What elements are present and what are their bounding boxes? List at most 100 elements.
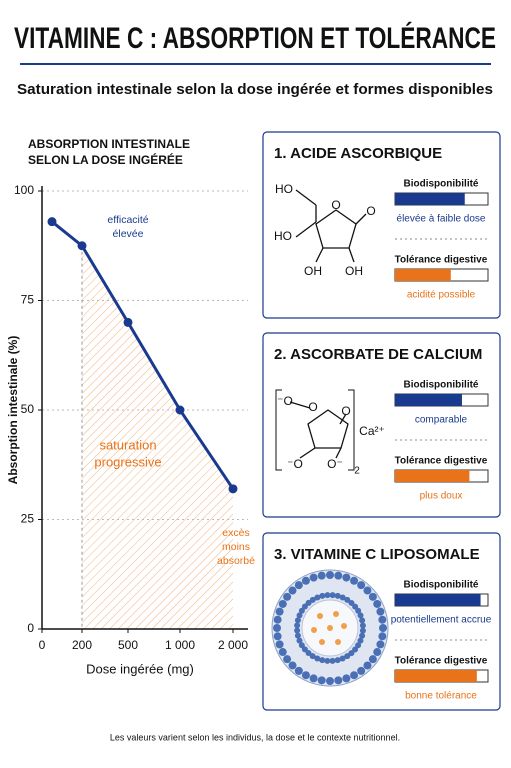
lipid-head (298, 607, 305, 614)
lipid-head (376, 640, 385, 649)
lipid-head (324, 592, 331, 599)
bond (339, 413, 347, 425)
lipid-head (288, 661, 297, 670)
data-point (228, 484, 238, 494)
lipid-head (326, 677, 334, 685)
lipid-head (324, 657, 331, 664)
metric-note: élevée à faible dose (397, 214, 486, 225)
lipid-head (298, 642, 305, 649)
metric-bar (395, 193, 465, 205)
lipid-head (344, 653, 351, 660)
chem-label: O (331, 198, 340, 212)
annotation: excès (222, 527, 249, 539)
lipid-head (294, 627, 301, 634)
metric-label: Tolérance digestive (395, 656, 488, 667)
chem-label: Ca²⁺ (359, 424, 385, 438)
lipid-head (317, 676, 326, 685)
vitamin-dot (335, 639, 341, 645)
vitamin-dot (319, 639, 325, 645)
bond (335, 447, 342, 459)
lipid-head (301, 603, 308, 610)
lipid-head (357, 666, 366, 675)
metric-note: potentiellement accrue (391, 615, 492, 626)
metric-note: bonne tolérance (405, 691, 477, 702)
annotation: efficacité (107, 214, 148, 226)
metric-bar (395, 470, 470, 482)
bond (315, 247, 324, 263)
data-point (47, 217, 57, 227)
y-tick-label: 25 (21, 512, 35, 526)
lipid-head (309, 674, 318, 683)
lipid-head (342, 674, 351, 683)
lipid-head (314, 655, 321, 662)
lipid-head (294, 581, 303, 590)
lipid-head (301, 646, 308, 653)
chem-label: OH (345, 264, 363, 278)
chem-label: HO (274, 229, 292, 243)
lipid-head (278, 648, 287, 657)
metric-label: Tolérance digestive (395, 255, 488, 266)
vitamin-dot (333, 611, 339, 617)
chem-label: O (366, 204, 375, 218)
chart-title: ABSORPTION INTESTINALE (28, 137, 190, 151)
lipid-head (363, 586, 372, 595)
lipid-head (339, 594, 346, 601)
lipid-head (309, 596, 316, 603)
footer: Les valeurs varient selon les individus,… (110, 732, 400, 742)
lipid-head (288, 586, 297, 595)
lipid-head (350, 671, 359, 680)
panel-title: 3. VITAMINE C LIPOSOMALE (274, 546, 480, 563)
lipid-head (373, 648, 382, 657)
x-tick-label: 2 000 (218, 638, 248, 652)
lipid-head (357, 612, 364, 619)
lipid-head (319, 657, 326, 664)
lipid-head (363, 661, 372, 670)
chem-label: 2 (354, 466, 360, 477)
lipid-head (334, 657, 341, 664)
metric-bar (395, 594, 481, 606)
lipid-head (359, 627, 366, 634)
ring (315, 209, 357, 249)
hatch-area (82, 245, 233, 629)
lipid-head (309, 653, 316, 660)
lipid-head (334, 592, 341, 599)
lipid-head (359, 622, 366, 629)
lipid-head (309, 573, 318, 582)
lipid-head (379, 624, 387, 632)
y-axis-label: Absorption intestinale (%) (6, 336, 20, 485)
annotation: progressive (94, 454, 161, 469)
metric-label: Biodisponibilité (404, 580, 479, 591)
vitamin-dot (317, 613, 323, 619)
lipid-head (317, 571, 326, 580)
lipid-head (359, 632, 366, 639)
metric-label: Tolérance digestive (395, 456, 488, 467)
lipid-head (373, 599, 382, 608)
lipid-head (342, 573, 351, 582)
lipid-head (334, 571, 343, 580)
lipid-head (283, 655, 292, 664)
lipid-head (348, 650, 355, 657)
bond (299, 447, 316, 459)
y-tick-label: 100 (14, 183, 34, 197)
chem-label: O (341, 404, 350, 418)
ring (307, 409, 349, 449)
chem-label: OH (304, 264, 322, 278)
x-tick-label: 0 (39, 638, 46, 652)
lipid-head (294, 666, 303, 675)
bond (295, 221, 317, 238)
lipid-head (278, 599, 287, 608)
metric-note: comparable (415, 415, 468, 426)
lipid-head (368, 655, 377, 664)
lipid-head (352, 646, 359, 653)
lipid-head (296, 637, 303, 644)
lipid-head (368, 592, 377, 601)
lipid-head (359, 617, 366, 624)
x-tick-label: 500 (118, 638, 138, 652)
metric-bar (395, 269, 451, 281)
metric-label: Biodisponibilité (404, 380, 479, 391)
x-tick-label: 1 000 (165, 638, 195, 652)
lipid-head (273, 632, 282, 641)
chem-label: HO (275, 182, 293, 196)
lipid-head (283, 592, 292, 601)
lipid-head (339, 655, 346, 662)
